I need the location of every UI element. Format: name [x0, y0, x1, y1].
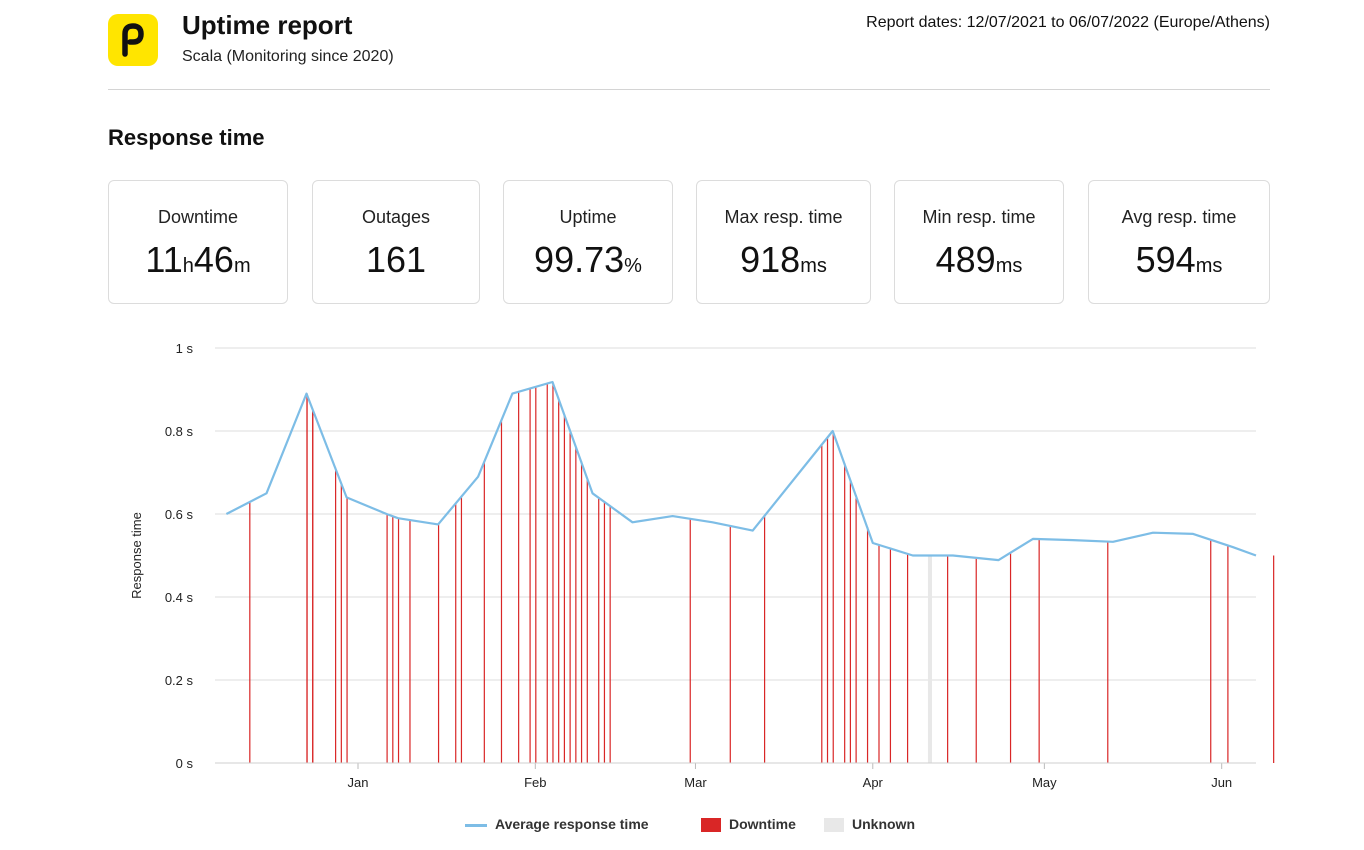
stat-value: 99.73%	[534, 239, 642, 280]
x-tick-label: Jun	[1211, 775, 1232, 790]
stat-label: Downtime	[157, 207, 239, 227]
stat-label: Outages	[361, 207, 431, 227]
x-tick-label: Jan	[348, 775, 369, 790]
x-tick-label: May	[1032, 775, 1057, 790]
legend-line-swatch	[465, 823, 487, 827]
scala-logo	[108, 14, 158, 66]
stat-card-min-resp: Min resp. time 489ms	[894, 180, 1064, 304]
y-tick-label: 0.2 s	[165, 673, 194, 688]
y-tick-label: 0.6 s	[165, 507, 194, 522]
y-tick-label: 0.8 s	[165, 424, 194, 439]
stat-card-avg-resp: Avg resp. time 594ms	[1088, 180, 1270, 304]
report-subtitle: Scala (Monitoring since 2020)	[182, 48, 394, 65]
y-axis-label: Response time	[129, 512, 144, 599]
stat-value: 161	[365, 239, 427, 280]
legend-unknown-swatch	[824, 818, 844, 833]
stat-value: 594ms	[1135, 239, 1223, 280]
report-dates: Report dates: 12/07/2021 to 06/07/2022 (…	[866, 14, 1270, 31]
logo-p-icon	[122, 23, 144, 57]
legend-downtime-swatch	[701, 818, 721, 833]
stat-label: Max resp. time	[724, 207, 843, 227]
y-tick-label: 0.4 s	[165, 590, 194, 605]
x-tick-label: Apr	[863, 775, 884, 790]
legend-unknown: Unknown	[824, 816, 915, 833]
x-tick-label: Mar	[684, 775, 707, 790]
series-line-average-response-time	[225, 380, 1257, 562]
response-time-chart: 0 s 0.2 s 0.4 s 0.6 s 0.8 s 1 s Response time J…	[129, 341, 1275, 790]
stat-value: 11h46m	[145, 239, 251, 280]
legend-downtime: Downtime	[701, 816, 796, 833]
stat-label: Uptime	[559, 207, 617, 227]
report-title: Uptime report	[182, 10, 353, 40]
stat-label: Min resp. time	[922, 207, 1036, 227]
stat-card-outages: Outages 161	[312, 180, 480, 304]
unknown-bar	[927, 555, 932, 763]
stat-label: Avg resp. time	[1121, 207, 1237, 227]
stat-card-downtime: Downtime 11h46m	[108, 180, 288, 304]
y-tick-label: 1 s	[176, 341, 194, 356]
stat-value: 918ms	[740, 239, 827, 280]
x-tick-label: Feb	[524, 775, 546, 790]
header-divider	[108, 89, 1270, 90]
legend-average-response-time: Average response time	[465, 816, 649, 832]
stat-card-uptime: Uptime 99.73%	[503, 180, 673, 304]
y-tick-label: 0 s	[176, 756, 194, 771]
stat-card-max-resp: Max resp. time 918ms	[696, 180, 871, 304]
section-title: Response time	[108, 125, 265, 150]
stat-value: 489ms	[935, 239, 1023, 280]
